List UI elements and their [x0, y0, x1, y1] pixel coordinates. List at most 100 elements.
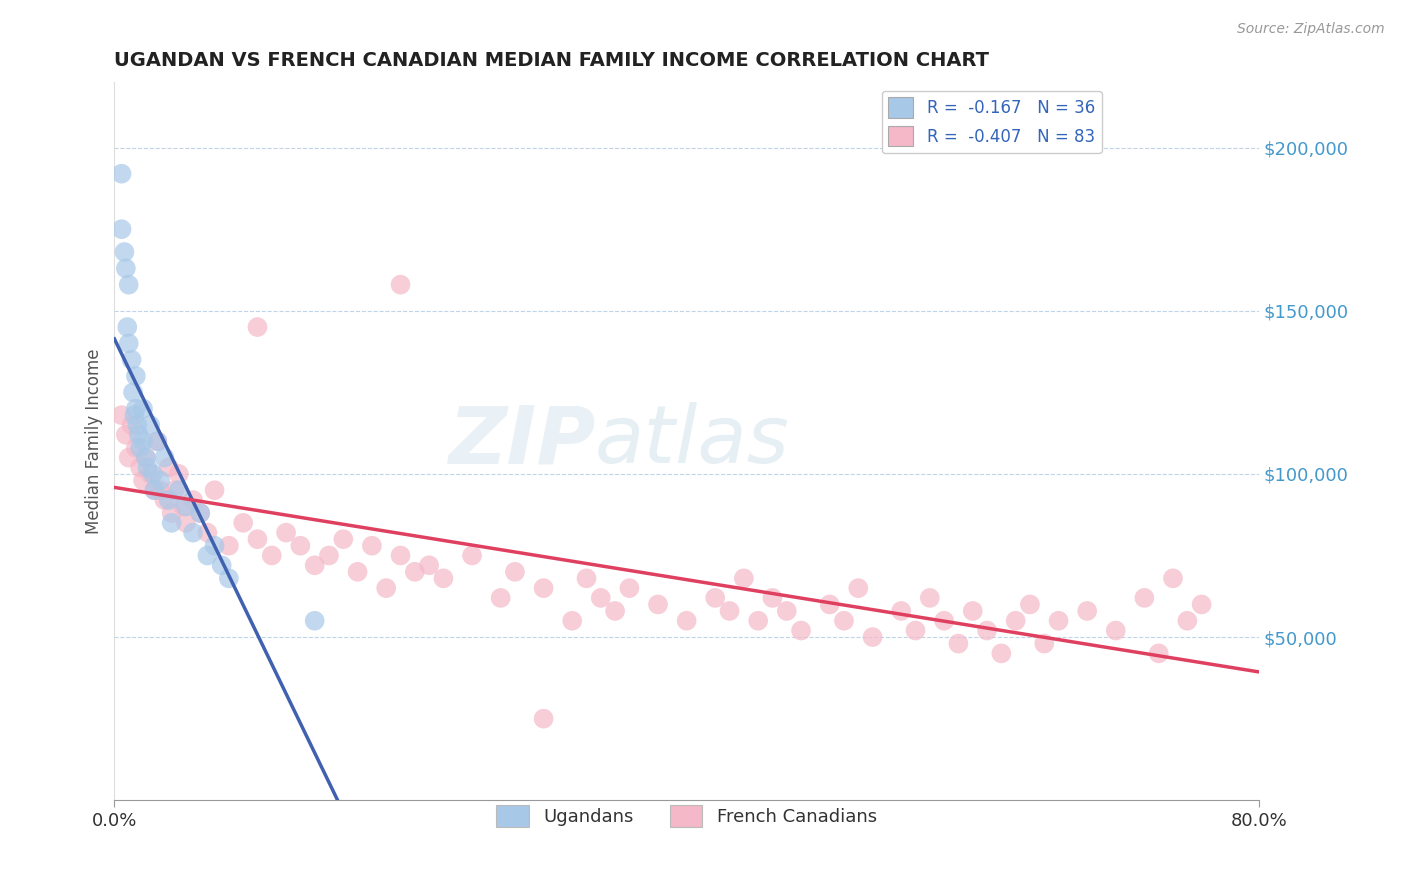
Point [461, 549, 484, 563]
Point [747, 614, 769, 628]
Point [619, 581, 641, 595]
Point [260, 549, 283, 563]
Point [197, 549, 219, 563]
Point [404, 565, 426, 579]
Point [204, 539, 226, 553]
Legend: Ugandans, French Canadians: Ugandans, French Canadians [489, 797, 884, 834]
Point [489, 591, 512, 605]
Text: atlas: atlas [595, 402, 790, 480]
Point [110, 408, 132, 422]
Point [976, 624, 998, 638]
Point [118, 277, 141, 292]
Point [389, 549, 412, 563]
Point [110, 222, 132, 236]
Point [146, 434, 169, 449]
Point [1105, 624, 1128, 638]
Point [132, 434, 155, 449]
Point [818, 598, 841, 612]
Text: ZIP: ZIP [447, 402, 595, 480]
Point [575, 571, 598, 585]
Point [318, 549, 340, 563]
Point [181, 525, 204, 540]
Point [675, 614, 697, 628]
Point [561, 614, 583, 628]
Point [127, 417, 149, 432]
Y-axis label: Median Family Income: Median Family Income [86, 349, 103, 534]
Point [232, 516, 254, 530]
Point [704, 591, 727, 605]
Point [603, 604, 626, 618]
Point [1004, 614, 1026, 628]
Point [1019, 598, 1042, 612]
Point [832, 614, 855, 628]
Point [962, 604, 984, 618]
Point [418, 558, 440, 573]
Point [1133, 591, 1156, 605]
Point [139, 467, 162, 481]
Point [115, 427, 138, 442]
Point [149, 474, 172, 488]
Point [204, 483, 226, 498]
Point [290, 539, 312, 553]
Point [122, 385, 145, 400]
Point [157, 493, 180, 508]
Point [1033, 637, 1056, 651]
Point [153, 450, 176, 465]
Point [761, 591, 783, 605]
Point [110, 167, 132, 181]
Point [346, 565, 368, 579]
Point [112, 245, 135, 260]
Point [246, 320, 269, 334]
Point [846, 581, 869, 595]
Point [115, 261, 138, 276]
Point [143, 483, 166, 498]
Point [132, 474, 155, 488]
Point [246, 532, 269, 546]
Point [918, 591, 941, 605]
Point [1076, 604, 1098, 618]
Point [304, 614, 326, 628]
Point [160, 506, 183, 520]
Point [790, 624, 813, 638]
Point [157, 460, 180, 475]
Point [503, 565, 526, 579]
Point [125, 369, 148, 384]
Point [135, 450, 157, 465]
Point [647, 598, 669, 612]
Point [1175, 614, 1198, 628]
Point [1161, 571, 1184, 585]
Point [432, 571, 454, 585]
Point [862, 630, 884, 644]
Point [129, 441, 152, 455]
Point [125, 401, 148, 416]
Point [121, 352, 143, 367]
Point [533, 712, 555, 726]
Point [1191, 598, 1213, 612]
Point [139, 417, 162, 432]
Point [188, 506, 211, 520]
Point [124, 408, 146, 422]
Point [218, 539, 240, 553]
Point [118, 336, 141, 351]
Point [121, 417, 143, 432]
Point [932, 614, 955, 628]
Point [332, 532, 354, 546]
Point [733, 571, 755, 585]
Point [948, 637, 970, 651]
Point [128, 427, 150, 442]
Point [167, 483, 190, 498]
Point [990, 646, 1012, 660]
Point [589, 591, 612, 605]
Point [211, 558, 233, 573]
Point [197, 525, 219, 540]
Point [890, 604, 912, 618]
Point [188, 506, 211, 520]
Point [172, 500, 194, 514]
Point [142, 467, 165, 481]
Point [304, 558, 326, 573]
Point [149, 483, 172, 498]
Point [181, 493, 204, 508]
Point [375, 581, 398, 595]
Point [146, 434, 169, 449]
Point [218, 571, 240, 585]
